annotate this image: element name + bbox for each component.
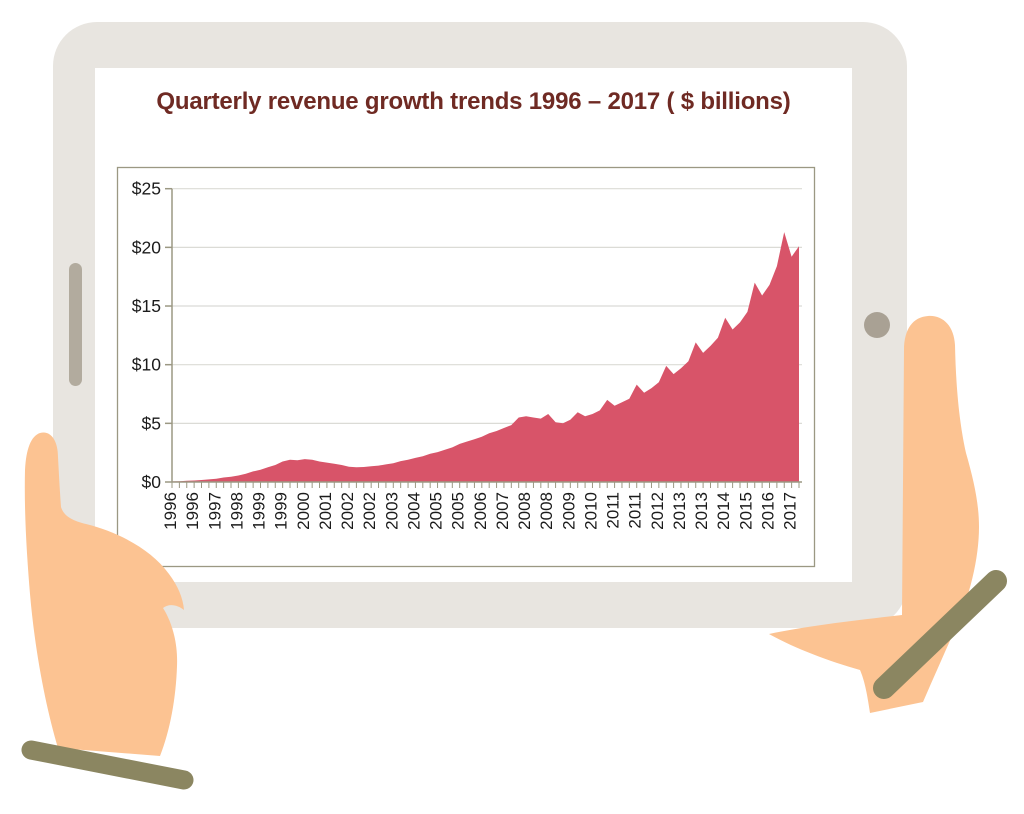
x-axis-label: 2010 — [582, 492, 601, 530]
x-axis-label: 1997 — [205, 492, 224, 530]
x-axis-label: 1999 — [250, 492, 269, 530]
x-axis-label: 2009 — [559, 492, 578, 530]
speaker-bar-icon — [69, 263, 82, 386]
x-axis-label: 2011 — [626, 492, 645, 529]
y-axis-label: $5 — [142, 413, 161, 433]
tablet-screen: Quarterly revenue growth trends 1996 – 2… — [95, 68, 852, 582]
x-axis-label: 2013 — [692, 492, 711, 530]
x-axis-label: 2003 — [382, 492, 401, 530]
camera-button-icon — [864, 312, 890, 338]
x-axis-label: 2016 — [759, 492, 778, 530]
revenue-area-series — [172, 232, 799, 482]
x-axis-label: 2017 — [781, 492, 800, 530]
left-sleeve-cuff — [21, 740, 194, 790]
x-axis-label: 2012 — [648, 492, 667, 530]
x-axis-label: 1996 — [183, 492, 202, 530]
y-axis-label: $10 — [132, 355, 161, 375]
x-axis-label: 2011 — [604, 492, 623, 529]
x-axis-label: 2013 — [670, 492, 689, 530]
x-axis-label: 2005 — [449, 492, 468, 530]
x-axis-label: 2002 — [360, 492, 379, 530]
x-axis-label: 2005 — [427, 492, 446, 530]
x-axis-label: 2001 — [316, 492, 335, 530]
chart-frame — [116, 166, 816, 568]
chart-title: Quarterly revenue growth trends 1996 – 2… — [156, 88, 791, 115]
x-axis-label: 2008 — [537, 492, 556, 530]
x-axis-label: 1998 — [227, 492, 246, 530]
y-axis-label: $0 — [142, 472, 162, 492]
x-axis-label: 2015 — [736, 492, 755, 530]
x-axis-label: 1999 — [272, 492, 291, 530]
y-axis-label: $25 — [132, 179, 161, 199]
x-axis-label: 2014 — [714, 492, 733, 530]
x-axis-label: 2004 — [404, 492, 423, 530]
x-axis-label: 2008 — [515, 492, 534, 530]
x-axis-label: 2002 — [338, 492, 357, 530]
right-sleeve-cuff — [873, 570, 1007, 699]
x-axis-label: 2000 — [294, 492, 313, 530]
y-axis-label: $20 — [132, 237, 161, 257]
y-axis-label: $15 — [132, 296, 161, 316]
right-hand — [769, 315, 979, 713]
x-axis-label: 1996 — [161, 492, 180, 530]
left-hand — [24, 432, 184, 756]
x-axis-label: 2007 — [493, 492, 512, 530]
x-axis-label: 2006 — [471, 492, 490, 530]
